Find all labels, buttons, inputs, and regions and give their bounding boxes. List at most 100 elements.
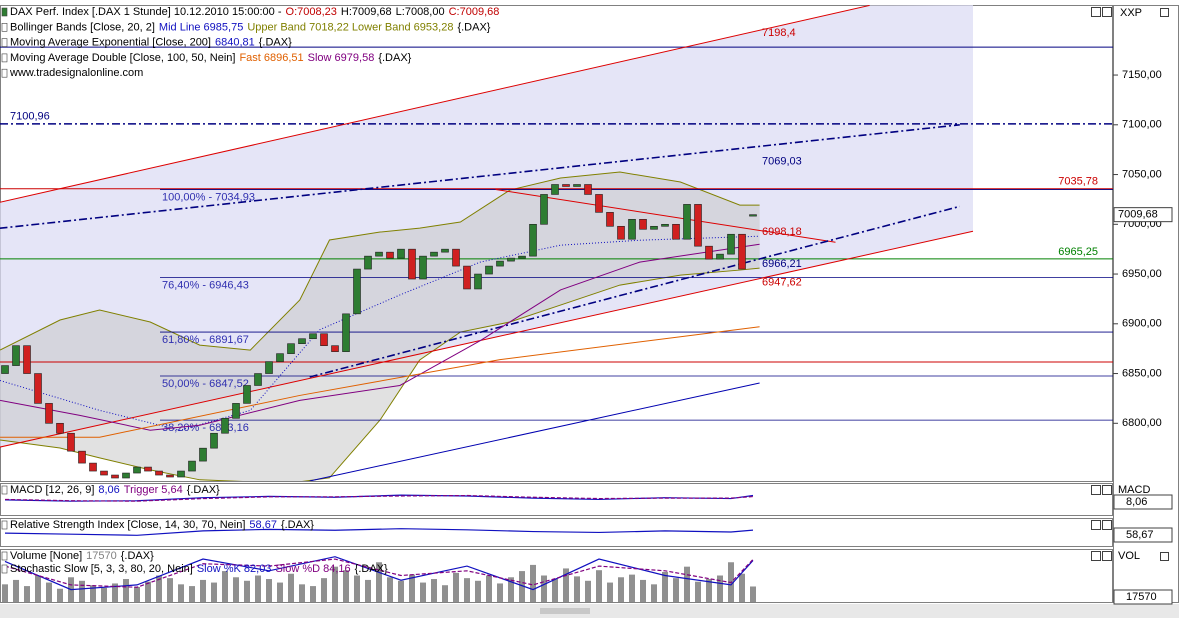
close-button[interactable] — [1102, 485, 1112, 495]
legend-line: DAX Perf. Index [.DAX 1 Stunde] 10.12.20… — [10, 6, 499, 18]
legend-line: Bollinger Bands [Close, 20, 2] Mid Line 6… — [10, 21, 491, 33]
candle-body — [23, 345, 31, 374]
close-button[interactable] — [1102, 7, 1112, 17]
volume-bar — [200, 579, 206, 602]
legend-icon — [1, 564, 8, 574]
legend-line: Moving Average Double [Close, 100, 50, N… — [10, 52, 412, 64]
legend-text: DAX Perf. Index [.DAX 1 Stunde] 10.12.20… — [10, 6, 282, 18]
volume-bar — [35, 575, 41, 602]
volume-bar — [112, 583, 118, 602]
y-tick-label: 6850,00 — [1122, 367, 1162, 379]
moving-average — [309, 382, 760, 481]
legend-text: {.DAX} — [121, 550, 154, 562]
volume-bar — [244, 580, 250, 602]
legend-text: {.DAX} — [355, 563, 388, 575]
legend-text: Volume [None] — [10, 550, 82, 562]
level-label: 6965,25 — [1058, 246, 1098, 258]
legend-line: Moving Average Exponential [Close, 200] 6… — [10, 37, 292, 49]
legend-text: {.DAX} — [281, 519, 314, 531]
indicator-line — [4, 558, 754, 588]
axis-button[interactable] — [1160, 8, 1169, 17]
main-plot: 7100,96 7035,78 6965,25 100,00% - 7034,93 76… — [0, 5, 1113, 481]
maximize-button[interactable] — [1091, 485, 1101, 495]
candle-body — [507, 257, 515, 262]
legend-text: {.DAX} — [187, 484, 220, 496]
legend-text: Relative Strength Index [Close, 14, 30, … — [10, 519, 245, 531]
volume-bar — [178, 584, 184, 602]
candle-body — [1, 365, 9, 374]
candle-body — [672, 223, 680, 240]
volume-bar — [431, 579, 437, 602]
candle-body — [540, 194, 548, 225]
volume-bar — [662, 571, 668, 602]
volume-bar — [2, 584, 8, 602]
legend-text: O:7008,23 — [286, 6, 337, 18]
volume-bar — [255, 575, 261, 602]
y-tick-label: 6950,00 — [1122, 268, 1162, 280]
volume-bar — [343, 570, 349, 602]
volume-bar — [277, 582, 283, 602]
maximize-button[interactable] — [1091, 7, 1101, 17]
volume-bar — [79, 580, 85, 602]
volume-bar — [618, 577, 624, 602]
candle-body — [441, 248, 449, 253]
candle-body — [518, 255, 526, 259]
candle-body — [254, 373, 262, 386]
candle-body — [232, 403, 240, 419]
candle-body — [34, 373, 42, 404]
legend-text: {.DAX} — [457, 21, 490, 33]
maximize-button[interactable] — [1091, 551, 1101, 561]
value-box — [1113, 527, 1173, 543]
fib-label: 50,00% - 6847,52 — [162, 378, 249, 390]
volume-bar — [310, 586, 316, 602]
axis-title: XXP — [1120, 7, 1142, 19]
candle-body — [397, 248, 405, 259]
candle-body — [430, 251, 438, 257]
y-tick-label: 6800,00 — [1122, 417, 1162, 429]
close-button[interactable] — [1102, 551, 1112, 561]
point-label: 7198,4 — [762, 27, 796, 39]
candle-body — [474, 273, 482, 290]
legend-text: 17570 — [86, 550, 117, 562]
legend-icon — [1, 68, 8, 78]
volume-bar — [398, 580, 404, 602]
legend-line: Volume [None] 17570 {.DAX} — [10, 550, 154, 562]
candle-body — [562, 184, 570, 187]
volume-bar — [156, 575, 162, 602]
candle-body — [419, 255, 427, 280]
volume-bar — [486, 575, 492, 602]
last-price-label: 7009,68 — [1118, 209, 1158, 221]
legend-text: Slow %K 82,03 — [197, 563, 272, 575]
maximize-button[interactable] — [1091, 520, 1101, 530]
volume-bar — [123, 579, 129, 602]
axis-button[interactable] — [1160, 552, 1169, 561]
legend-icon — [1, 22, 8, 32]
legend-line: Stochastic Slow [5, 3, 3, 80, 20, Nein] S… — [10, 563, 388, 575]
scroll-thumb[interactable] — [540, 608, 590, 614]
sub-plot — [4, 528, 754, 536]
volume-bar — [288, 573, 294, 602]
legend-text: Bollinger Bands [Close, 20, 2] — [10, 21, 155, 33]
volume-bar — [189, 586, 195, 602]
y-tick-label: 6900,00 — [1122, 318, 1162, 330]
axis-title: MACD — [1118, 484, 1150, 496]
volume-bar — [90, 585, 96, 602]
candle-body — [375, 251, 383, 257]
candle-body — [144, 466, 152, 472]
value-box — [1113, 589, 1173, 605]
volume-bar — [519, 571, 525, 602]
volume-bar — [530, 564, 536, 602]
candle-body — [287, 343, 295, 354]
legend-text: 58,67 — [249, 519, 277, 531]
indicator-line — [4, 494, 754, 502]
volume-bar — [706, 579, 712, 602]
candle-body — [485, 265, 493, 275]
legend-icon — [1, 38, 8, 47]
candle-body — [408, 248, 416, 280]
legend-text: Stochastic Slow [5, 3, 3, 80, 20, Nein] — [10, 563, 193, 575]
candle-body — [639, 219, 647, 230]
candle-body — [496, 260, 504, 267]
close-button[interactable] — [1102, 520, 1112, 530]
trendline — [0, 124, 960, 230]
candle-body — [342, 313, 350, 352]
